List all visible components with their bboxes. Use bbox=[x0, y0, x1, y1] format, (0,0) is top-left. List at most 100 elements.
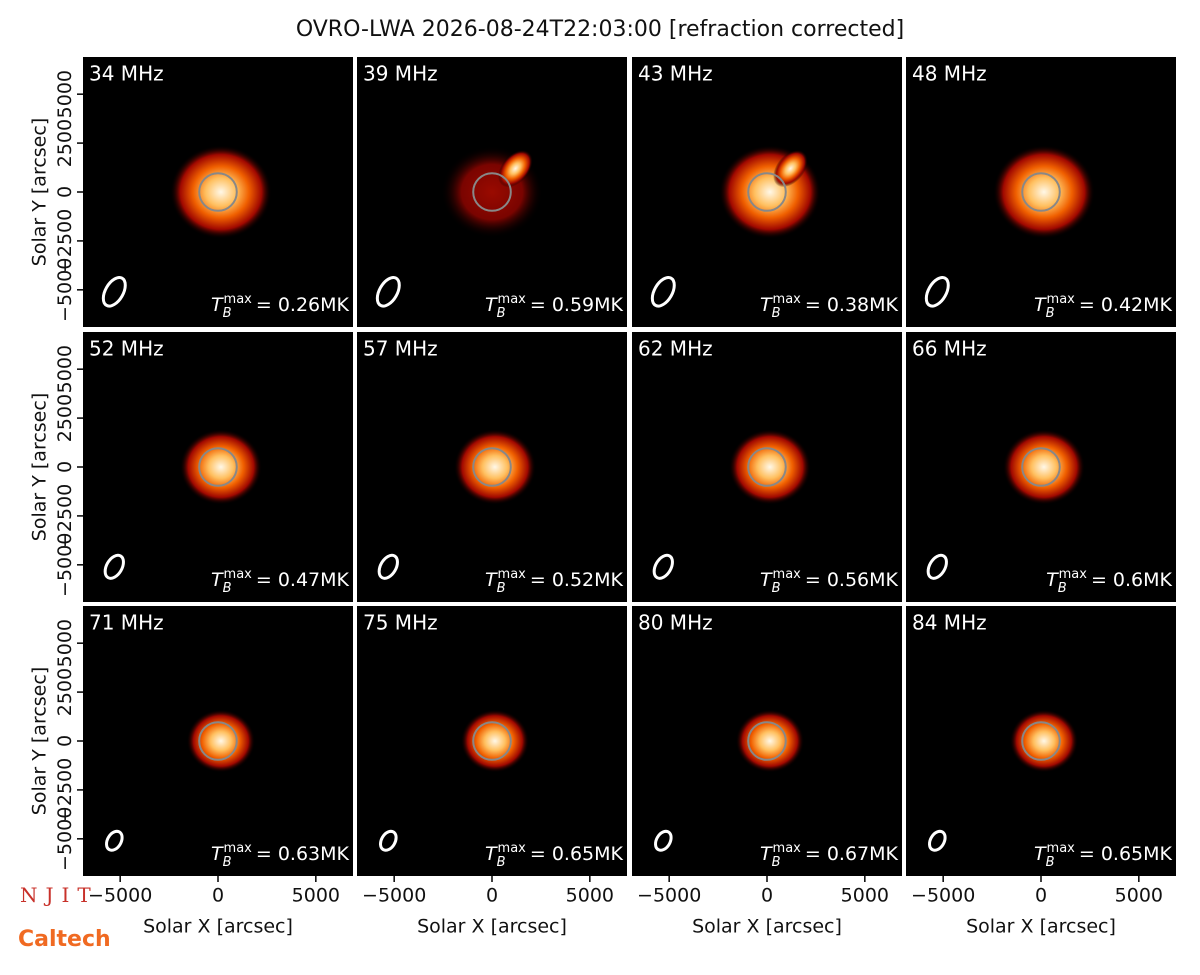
x-tick-label: 5000 bbox=[1115, 885, 1163, 907]
superscript: max bbox=[1047, 292, 1076, 307]
y-tick-label: 5000 bbox=[54, 345, 76, 393]
x-tick-label: −5000 bbox=[637, 885, 701, 907]
subscript: B bbox=[1046, 306, 1055, 321]
solar-disk bbox=[1021, 447, 1061, 487]
superscript: max bbox=[498, 292, 527, 307]
superscript: max bbox=[1047, 841, 1076, 856]
subscript: B bbox=[497, 306, 506, 321]
panel-title: 75 MHz bbox=[363, 611, 438, 635]
panel: 80 MHz TBmax = 0.67MK −5000 0 5000 Solar X [ar… bbox=[632, 606, 902, 938]
solar-disk bbox=[472, 172, 512, 212]
annotation: TBmax = 0.6MK bbox=[1046, 567, 1172, 596]
solar-disk bbox=[747, 172, 787, 212]
panel: 39 MHz TBmax = 0.59MK bbox=[357, 57, 627, 327]
beam bbox=[103, 553, 125, 580]
symbol: T bbox=[485, 843, 498, 865]
annotation-text: = 0.59MK bbox=[530, 294, 624, 316]
panel-title: 71 MHz bbox=[89, 611, 164, 635]
annotation-text: = 0.65MK bbox=[1079, 843, 1173, 865]
annotation-text: = 0.56MK bbox=[805, 569, 899, 591]
symbol: T bbox=[485, 569, 498, 591]
solar-disk bbox=[198, 721, 238, 761]
subscript: B bbox=[497, 581, 506, 596]
symbol: T bbox=[211, 294, 224, 316]
annotation-text: = 0.47MK bbox=[256, 569, 350, 591]
x-tick-label: 5000 bbox=[566, 885, 614, 907]
x-axis-label: Solar X [arcsec] bbox=[692, 916, 842, 938]
annotation: TBmax = 0.67MK bbox=[760, 841, 899, 870]
panel-title: 34 MHz bbox=[89, 62, 164, 86]
subscript: B bbox=[772, 581, 781, 596]
y-tick-label: 5000 bbox=[54, 619, 76, 667]
emission bbox=[735, 709, 805, 773]
solar-disk bbox=[198, 172, 238, 212]
emission-spot bbox=[773, 149, 808, 188]
annotation-text: = 0.52MK bbox=[530, 569, 624, 591]
annotation-text: = 0.63MK bbox=[256, 843, 350, 865]
symbol: T bbox=[760, 843, 773, 865]
panel-title: 84 MHz bbox=[912, 611, 987, 635]
y-tick-label: −5000 bbox=[54, 807, 76, 871]
logo: Caltech bbox=[18, 927, 111, 952]
panel: 43 MHz TBmax = 0.38MK bbox=[632, 57, 902, 327]
emission bbox=[186, 709, 256, 773]
y-tick-label: −2500 bbox=[54, 484, 76, 548]
panel: 52 MHz TBmax = 0.47MK −5000−2500 0 25005000So… bbox=[29, 332, 353, 602]
x-tick-label: 5000 bbox=[292, 885, 340, 907]
annotation-text: = 0.42MK bbox=[1079, 294, 1173, 316]
solar-disk bbox=[198, 447, 238, 487]
annotation-text: = 0.67MK bbox=[805, 843, 899, 865]
subscript: B bbox=[497, 855, 506, 870]
solar-disk bbox=[747, 447, 787, 487]
y-axis-label: Solar Y [arcsec] bbox=[29, 118, 51, 266]
x-tick-label: 0 bbox=[486, 885, 498, 907]
solar-disk bbox=[747, 721, 787, 761]
solar-disk bbox=[472, 447, 512, 487]
symbol: T bbox=[760, 294, 773, 316]
y-tick-label: 5000 bbox=[54, 70, 76, 118]
annotation: TBmax = 0.47MK bbox=[211, 567, 350, 596]
subscript: B bbox=[772, 306, 781, 321]
emission bbox=[453, 429, 537, 505]
image bbox=[105, 709, 256, 852]
figure-title: OVRO-LWA 2026-08-24T22:03:00 [refraction… bbox=[296, 17, 904, 42]
x-tick-label: 0 bbox=[212, 885, 224, 907]
annotation: TBmax = 0.38MK bbox=[760, 292, 899, 321]
y-axis-label: Solar Y [arcsec] bbox=[29, 393, 51, 541]
emission bbox=[170, 145, 272, 239]
panel-title: 57 MHz bbox=[363, 337, 438, 361]
symbol: T bbox=[1046, 569, 1059, 591]
image bbox=[928, 709, 1079, 852]
image bbox=[101, 145, 272, 308]
panel: 75 MHz TBmax = 0.65MK −5000 0 5000 Solar X [ar… bbox=[357, 606, 627, 938]
emission bbox=[179, 429, 263, 505]
logo: NJIT bbox=[20, 883, 99, 907]
image bbox=[652, 429, 812, 580]
subscript: B bbox=[223, 855, 232, 870]
subscript: B bbox=[223, 581, 232, 596]
emission bbox=[993, 145, 1095, 239]
subscript: B bbox=[223, 306, 232, 321]
superscript: max bbox=[773, 567, 802, 582]
annotation-text: = 0.38MK bbox=[805, 294, 899, 316]
beam bbox=[928, 829, 947, 852]
panel: 84 MHz TBmax = 0.65MK −5000 0 5000 Solar X [ar… bbox=[906, 606, 1176, 938]
x-axis-label: Solar X [arcsec] bbox=[417, 916, 567, 938]
panel-title: 80 MHz bbox=[638, 611, 713, 635]
panel-title: 52 MHz bbox=[89, 337, 164, 361]
y-tick-label: 2500 bbox=[54, 119, 76, 167]
subscript: B bbox=[772, 855, 781, 870]
y-tick-label: −5000 bbox=[54, 258, 76, 322]
y-tick-label: −5000 bbox=[54, 533, 76, 597]
panel-title: 43 MHz bbox=[638, 62, 713, 86]
superscript: max bbox=[773, 292, 802, 307]
panel: 62 MHz TBmax = 0.56MK bbox=[632, 332, 902, 602]
solar-disk bbox=[472, 721, 512, 761]
image bbox=[103, 429, 263, 580]
emission bbox=[460, 709, 530, 773]
panel: 48 MHz TBmax = 0.42MK bbox=[906, 57, 1176, 327]
subscript: B bbox=[1058, 581, 1067, 596]
y-tick-label: −2500 bbox=[54, 209, 76, 273]
x-tick-label: 5000 bbox=[841, 885, 889, 907]
